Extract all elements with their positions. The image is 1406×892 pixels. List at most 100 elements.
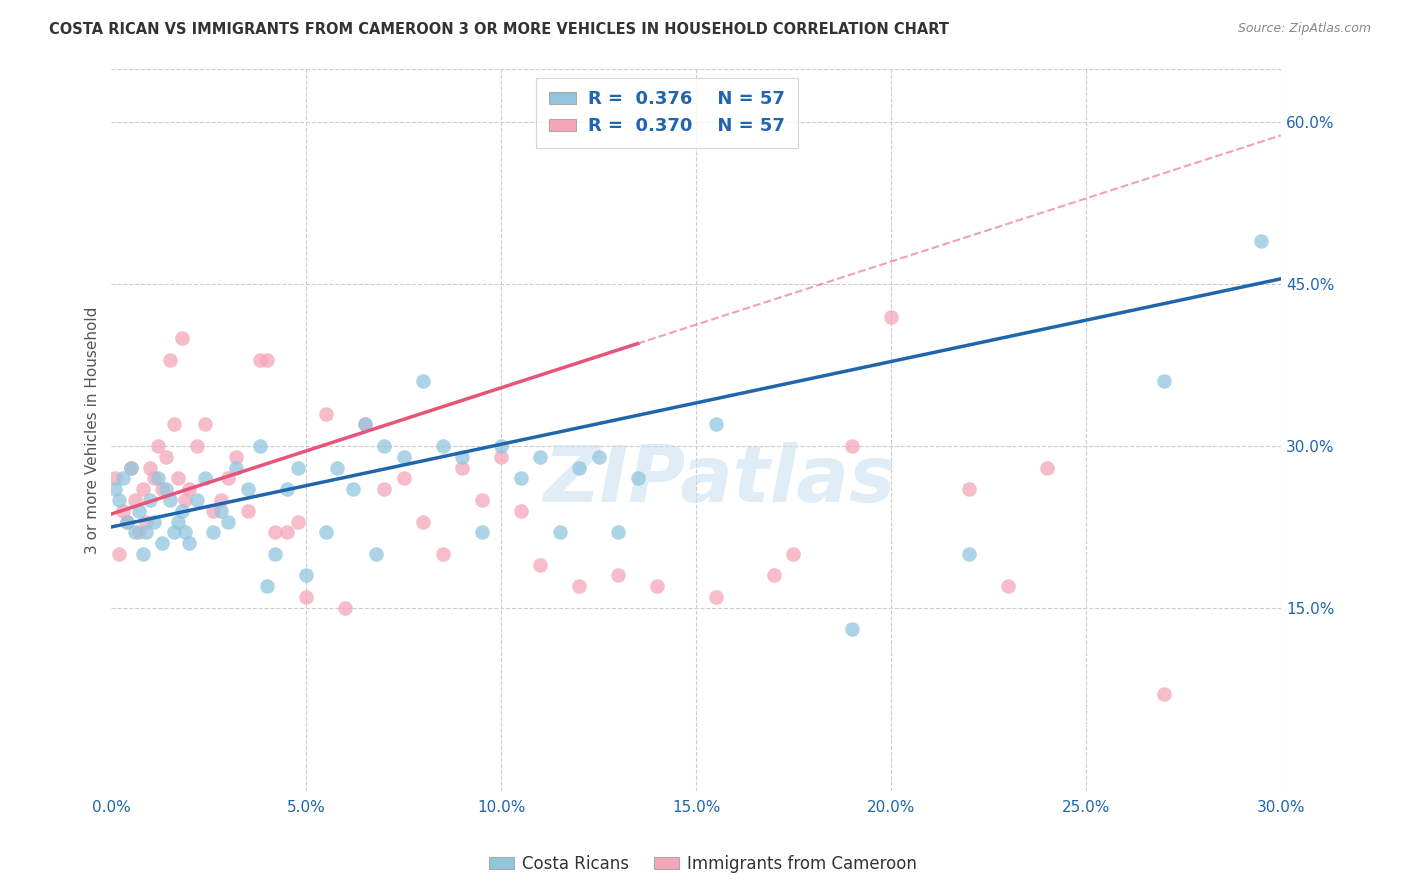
Point [170, 331, 193, 345]
Point [163, 525, 186, 540]
Point [131, 482, 153, 496]
Point [179, 536, 201, 550]
Point [135, 515, 157, 529]
Point [264, 525, 287, 540]
Point [155, 482, 177, 496]
Point [186, 493, 208, 508]
Point [264, 547, 287, 561]
Point [201, 525, 224, 540]
Point [645, 579, 668, 593]
Text: ZIPatlas: ZIPatlas [543, 442, 896, 518]
Point [1250, 234, 1272, 248]
Point [353, 417, 375, 432]
Point [366, 547, 388, 561]
Point [412, 375, 434, 389]
Point [115, 515, 138, 529]
Point [392, 471, 415, 485]
Point [373, 439, 395, 453]
Point [108, 493, 131, 508]
Point [150, 536, 173, 550]
Point [115, 515, 138, 529]
Point [194, 417, 217, 432]
Point [256, 579, 278, 593]
Point [148, 439, 170, 453]
Point [139, 460, 162, 475]
Point [155, 450, 177, 464]
Point [249, 352, 271, 367]
Legend: Costa Ricans, Immigrants from Cameroon: Costa Ricans, Immigrants from Cameroon [482, 848, 924, 880]
Point [529, 450, 551, 464]
Point [295, 568, 318, 582]
Point [471, 525, 494, 540]
Point [276, 482, 298, 496]
Point [120, 460, 142, 475]
Point [326, 460, 349, 475]
Point [124, 493, 146, 508]
Point [143, 471, 166, 485]
Point [179, 482, 201, 496]
Point [997, 579, 1019, 593]
Point [225, 450, 247, 464]
Point [201, 504, 224, 518]
Point [225, 460, 247, 475]
Point [209, 504, 232, 518]
Point [392, 450, 415, 464]
Point [335, 600, 357, 615]
Point [256, 352, 278, 367]
Point [166, 515, 188, 529]
Point [471, 493, 494, 508]
Point [626, 471, 648, 485]
Point [131, 547, 153, 561]
Point [295, 590, 318, 604]
Point [957, 547, 980, 561]
Point [489, 439, 512, 453]
Point [143, 515, 166, 529]
Point [194, 471, 217, 485]
Point [139, 493, 162, 508]
Point [607, 525, 630, 540]
Point [112, 504, 135, 518]
Point [159, 493, 181, 508]
Point [841, 623, 863, 637]
Point [159, 352, 181, 367]
Point [548, 525, 571, 540]
Point [186, 439, 208, 453]
Point [174, 525, 197, 540]
Point [451, 460, 474, 475]
Point [209, 493, 232, 508]
Point [509, 504, 531, 518]
Legend: R =  0.376    N = 57, R =  0.370    N = 57: R = 0.376 N = 57, R = 0.370 N = 57 [536, 78, 797, 148]
Point [957, 482, 980, 496]
Point [236, 482, 259, 496]
Point [112, 471, 135, 485]
Point [704, 590, 727, 604]
Point [704, 417, 727, 432]
Point [607, 568, 630, 582]
Point [128, 525, 150, 540]
Point [104, 482, 127, 496]
Point [763, 568, 786, 582]
Point [166, 471, 188, 485]
Point [170, 504, 193, 518]
Point [124, 525, 146, 540]
Point [1153, 375, 1175, 389]
Point [1153, 687, 1175, 701]
Point [451, 450, 474, 464]
Point [315, 407, 337, 421]
Point [276, 525, 298, 540]
Point [509, 471, 531, 485]
Point [353, 417, 375, 432]
Point [108, 547, 131, 561]
Point [373, 482, 395, 496]
Point [342, 482, 364, 496]
Point [104, 471, 127, 485]
Point [432, 439, 454, 453]
Point [249, 439, 271, 453]
Point [120, 460, 142, 475]
Point [529, 558, 551, 572]
Point [287, 460, 309, 475]
Text: COSTA RICAN VS IMMIGRANTS FROM CAMEROON 3 OR MORE VEHICLES IN HOUSEHOLD CORRELAT: COSTA RICAN VS IMMIGRANTS FROM CAMEROON … [49, 22, 949, 37]
Point [128, 504, 150, 518]
Point [163, 417, 186, 432]
Point [287, 515, 309, 529]
